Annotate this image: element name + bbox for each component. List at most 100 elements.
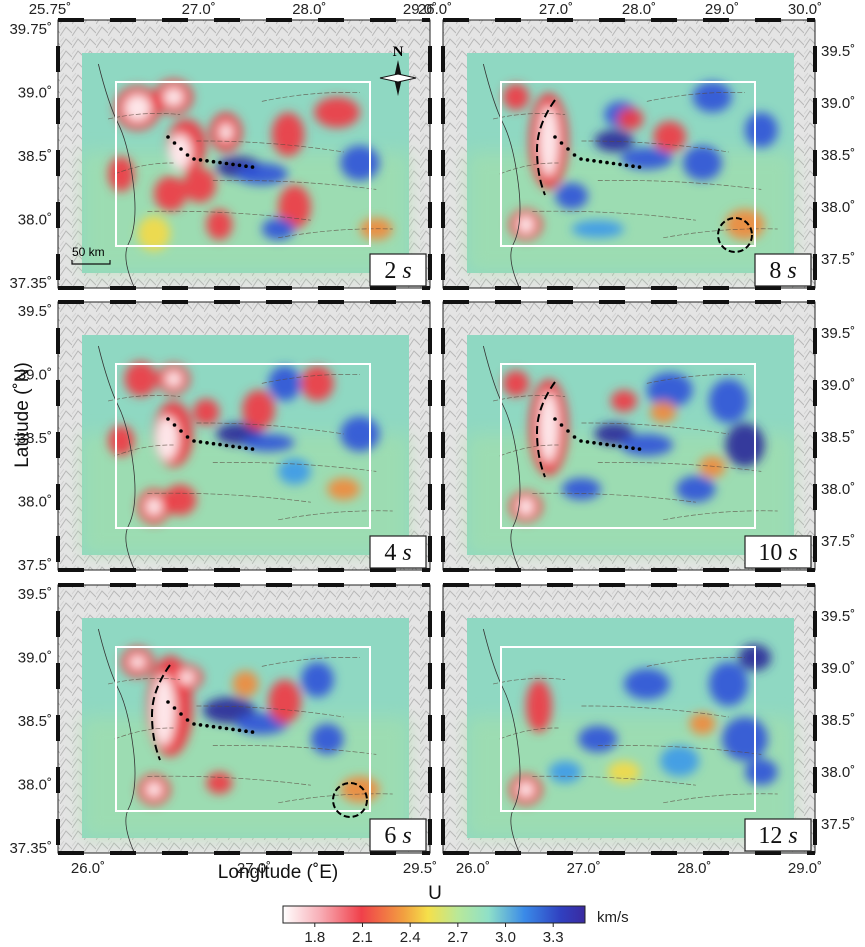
velocity-anomaly xyxy=(594,130,634,152)
colorbar-tick-label: 2.7 xyxy=(447,929,468,946)
velocity-anomaly xyxy=(310,723,344,755)
velocity-anomaly xyxy=(610,390,638,412)
velocity-anomaly xyxy=(163,88,184,106)
coastline xyxy=(97,63,136,288)
svg-text:6 s: 6 s xyxy=(384,823,411,849)
velocity-anomaly xyxy=(145,781,163,798)
svg-text:10 s: 10 s xyxy=(758,540,797,566)
right-tick-label: 39.5˚ xyxy=(821,608,855,625)
left-tick-label: 37.35˚ xyxy=(9,840,52,857)
velocity-anomaly xyxy=(561,478,602,500)
colorbar-tick-label: 2.4 xyxy=(400,929,421,946)
left-tick-label: 39.5˚ xyxy=(18,303,52,320)
colorbar-tick-label: 3.0 xyxy=(495,929,516,946)
bottom-tick-label: 26.0˚ xyxy=(71,860,105,877)
velocity-anomaly xyxy=(699,456,726,478)
velocity-anomaly xyxy=(744,758,778,786)
velocity-anomaly xyxy=(124,94,151,122)
map-frame xyxy=(441,18,817,290)
dashed-trace xyxy=(535,381,556,478)
velocity-anomaly xyxy=(152,675,176,746)
left-tick-label: 38.0˚ xyxy=(18,212,52,229)
right-tick-label: 38.5˚ xyxy=(821,429,855,446)
map-frame xyxy=(441,300,817,572)
period-label: 8 s xyxy=(754,253,812,287)
velocity-anomaly xyxy=(232,670,259,698)
velocity-anomaly xyxy=(145,497,163,516)
left-tick-label: 39.5˚ xyxy=(18,586,52,603)
velocity-anomaly xyxy=(659,745,700,777)
velocity-anomaly xyxy=(165,371,182,387)
velocity-anomaly xyxy=(692,81,732,113)
panel-p12: 12 s 39.5˚ 39.0˚ 38.5˚ 38.0˚ 37.5˚ 26.0˚ 27.0˚ 2… xyxy=(441,583,855,877)
velocity-anomaly xyxy=(206,772,233,794)
fault-lines xyxy=(108,374,393,521)
map-frame xyxy=(441,583,817,855)
colorbar-tick-label: 3.3 xyxy=(543,929,564,946)
velocity-anomaly xyxy=(129,655,146,669)
study-area-box xyxy=(500,363,756,529)
velocity-anomaly xyxy=(538,392,559,463)
dashed-circle xyxy=(717,217,753,253)
left-tick-label: 38.5˚ xyxy=(18,430,52,447)
study-area-box xyxy=(115,646,371,812)
panel-p6: 6 s 39.5˚ 39.0˚ 38.5˚ 38.0˚ 37.35˚ 26.0˚ 27.0˚ 2… xyxy=(9,583,437,877)
north-label: N xyxy=(393,44,404,60)
velocity-field xyxy=(82,618,409,838)
fault-lines xyxy=(108,657,393,804)
bottom-tick-label: 28.0˚ xyxy=(677,860,711,877)
top-tick-label: 26.0˚ xyxy=(418,1,452,18)
right-tick-label: 38.0˚ xyxy=(821,764,855,781)
right-tick-label: 39.0˚ xyxy=(821,377,855,394)
top-tick-label: 30.0˚ xyxy=(788,1,822,18)
velocity-anomaly xyxy=(725,423,765,467)
colorbar-tick-label: 1.8 xyxy=(304,929,325,946)
velocity-anomaly xyxy=(137,215,171,251)
velocity-anomaly xyxy=(578,725,618,753)
svg-text:12 s: 12 s xyxy=(758,823,797,849)
right-tick-label: 39.5˚ xyxy=(821,43,855,60)
right-tick-label: 39.0˚ xyxy=(821,95,855,112)
period-label: 4 s xyxy=(369,535,427,569)
fault-lines xyxy=(493,657,778,804)
dashed-circle xyxy=(332,782,368,818)
velocity-anomaly xyxy=(268,679,302,724)
colorbar-title: U xyxy=(428,883,442,904)
right-tick-label: 39.5˚ xyxy=(821,325,855,342)
velocity-anomaly xyxy=(278,458,311,485)
velocity-anomaly xyxy=(163,484,197,516)
left-tick-label: 39.0˚ xyxy=(18,367,52,384)
period-label: 2 s xyxy=(369,253,427,287)
panel-p2: 2 s 25.75˚ 27.0˚ 28.0˚ 29.0˚ 39.75˚ 39.0˚ 38.5˚… xyxy=(9,1,437,292)
fault-lines xyxy=(493,92,778,239)
period-label: 12 s xyxy=(744,818,812,852)
y-axis-title: Latitude (˚N) xyxy=(12,362,33,468)
velocity-anomaly xyxy=(235,163,289,185)
period-label: 10 s xyxy=(744,535,812,569)
velocity-anomaly xyxy=(314,97,360,128)
velocity-field xyxy=(82,335,409,555)
fault-lines xyxy=(108,92,393,239)
velocity-anomaly xyxy=(155,416,179,461)
bottom-tick-label: 29.5˚ xyxy=(403,860,437,877)
velocity-anomaly xyxy=(708,379,749,423)
velocity-anomaly xyxy=(340,776,380,803)
dashed-trace xyxy=(535,99,556,196)
bottom-tick-label: 27.0˚ xyxy=(237,860,271,877)
velocity-anomaly xyxy=(682,145,723,181)
velocity-anomaly xyxy=(722,717,768,761)
velocity-anomaly xyxy=(548,761,582,783)
map-frame xyxy=(56,583,432,855)
x-axis-title: Longitude (˚E) xyxy=(218,862,338,883)
velocity-anomaly xyxy=(271,112,305,157)
top-tick-label: 27.0˚ xyxy=(182,1,216,18)
velocity-anomaly xyxy=(525,679,553,733)
velocity-anomaly xyxy=(538,105,559,177)
velocity-anomaly xyxy=(502,370,530,397)
top-tick-label: 29.0˚ xyxy=(705,1,739,18)
profile-dots xyxy=(166,135,255,169)
velocity-anomaly xyxy=(708,662,749,706)
top-tick-label: 28.0˚ xyxy=(622,1,656,18)
panel-p4: 4 s 39.5˚ 39.0˚ 38.5˚ 38.0˚ 37.5˚ xyxy=(18,300,432,574)
